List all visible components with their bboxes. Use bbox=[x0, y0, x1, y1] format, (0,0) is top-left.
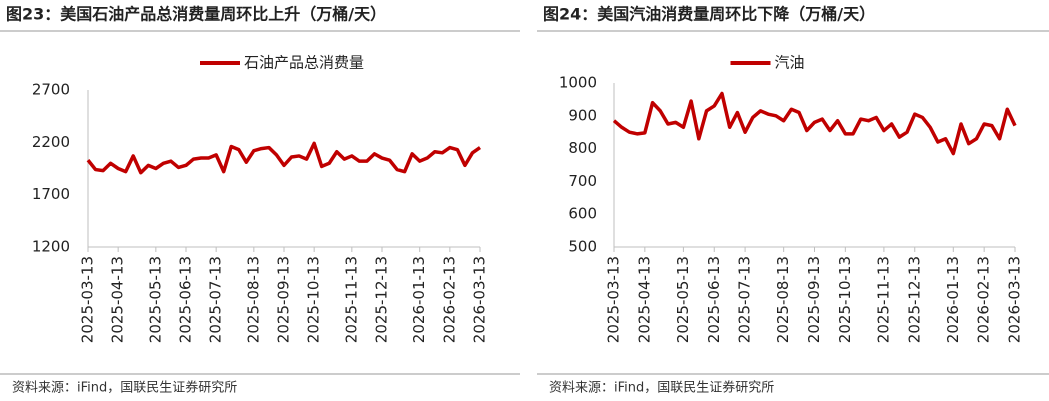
source-note: 资料来源：iFind，国联民生证券研究所 bbox=[549, 380, 774, 396]
x-tick-label: 2025-04-13 bbox=[635, 256, 653, 343]
chart-title: 图23：美国石油产品总消费量周环比上升（万桶/天） bbox=[6, 5, 386, 24]
x-tick-label: 2025-09-13 bbox=[275, 256, 293, 343]
chart-title: 图24：美国汽油消费量周环比下降（万桶/天） bbox=[543, 5, 875, 24]
x-tick-label: 2025-10-13 bbox=[836, 256, 854, 343]
legend-label: 石油产品总消费量 bbox=[244, 54, 364, 72]
x-tick-label: 2025-12-13 bbox=[373, 256, 391, 343]
x-tick-label: 2025-09-13 bbox=[805, 256, 823, 343]
data-line bbox=[86, 141, 481, 175]
source-note: 资料来源：iFind，国联民生证券研究所 bbox=[12, 380, 237, 396]
x-tick-label: 2025-11-13 bbox=[874, 256, 892, 343]
x-tick-label: 2025-08-13 bbox=[244, 256, 262, 343]
x-tick-label: 2025-08-13 bbox=[774, 256, 792, 343]
legend-label: 汽油 bbox=[775, 54, 805, 72]
x-tick-label: 2026-01-13 bbox=[410, 256, 428, 343]
x-tick-label: 2026-01-13 bbox=[944, 256, 962, 343]
x-tick-label: 2025-12-13 bbox=[905, 256, 923, 343]
x-tick-label: 2026-03-13 bbox=[471, 256, 489, 343]
x-tick-label: 2025-06-13 bbox=[177, 256, 195, 343]
y-tick-label: 1700 bbox=[32, 185, 70, 203]
y-tick-label: 600 bbox=[568, 205, 597, 223]
x-tick-label: 2025-03-13 bbox=[605, 256, 623, 343]
y-tick-label: 2700 bbox=[32, 81, 70, 99]
x-tick-label: 2025-05-13 bbox=[146, 256, 164, 343]
data-line bbox=[612, 91, 1017, 156]
x-tick-label: 2025-07-13 bbox=[736, 256, 754, 343]
x-tick-label: 2026-02-13 bbox=[440, 256, 458, 343]
x-tick-label: 2025-04-13 bbox=[109, 256, 127, 343]
x-tick-label: 2025-10-13 bbox=[305, 256, 323, 343]
y-tick-label: 1000 bbox=[559, 74, 597, 92]
x-tick-label: 2026-02-13 bbox=[975, 256, 993, 343]
x-tick-label: 2025-07-13 bbox=[207, 256, 225, 343]
y-tick-label: 800 bbox=[568, 139, 597, 157]
y-tick-label: 700 bbox=[568, 172, 597, 190]
x-tick-label: 2026-03-13 bbox=[1006, 256, 1024, 343]
y-tick-label: 1200 bbox=[32, 238, 70, 256]
x-tick-label: 2025-05-13 bbox=[674, 256, 692, 343]
x-tick-label: 2025-06-13 bbox=[705, 256, 723, 343]
x-tick-label: 2025-11-13 bbox=[342, 256, 360, 343]
y-tick-label: 2200 bbox=[32, 133, 70, 151]
y-tick-label: 900 bbox=[568, 106, 597, 124]
x-tick-label: 2025-03-13 bbox=[79, 256, 97, 343]
y-tick-label: 500 bbox=[568, 238, 597, 256]
